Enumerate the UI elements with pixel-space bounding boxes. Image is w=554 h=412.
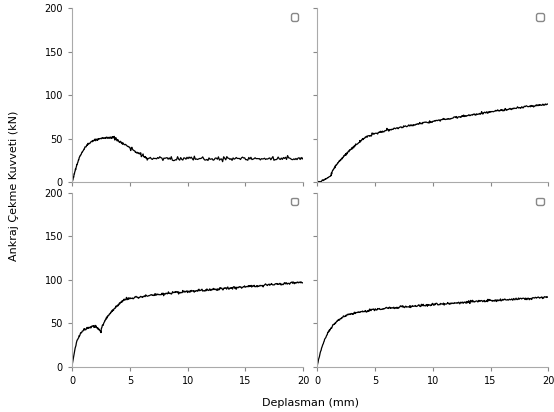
Text: Ankraj Çekme Kuvveti (kN): Ankraj Çekme Kuvveti (kN) — [9, 110, 19, 260]
Legend:  — [291, 197, 299, 205]
Legend:  — [536, 197, 543, 205]
Legend:  — [291, 13, 299, 21]
Text: Deplasman (mm): Deplasman (mm) — [261, 398, 359, 408]
Legend:  — [536, 13, 543, 21]
